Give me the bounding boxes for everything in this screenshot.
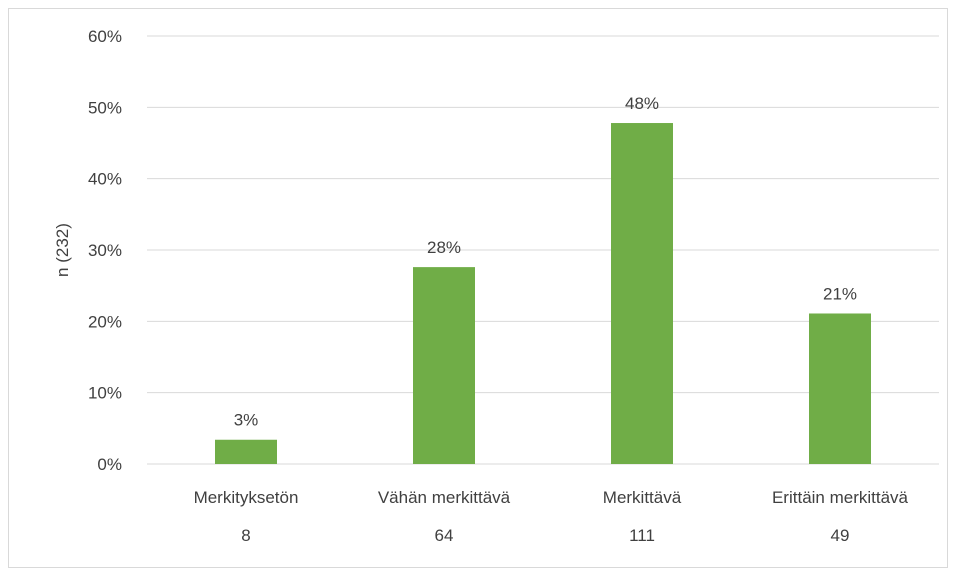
bars — [215, 123, 871, 464]
data-labels: 3% 28% 48% 21% — [234, 94, 857, 430]
category-label: Merkittävä — [603, 488, 682, 507]
category-count: 49 — [831, 526, 850, 545]
data-label: 21% — [823, 284, 857, 303]
category-count: 111 — [629, 526, 655, 545]
y-tick-label: 50% — [88, 98, 122, 117]
data-label: 28% — [427, 238, 461, 257]
category-count: 8 — [241, 526, 250, 545]
y-tick-label: 30% — [88, 241, 122, 260]
category-count: 64 — [435, 526, 454, 545]
y-tick-label: 0% — [97, 455, 122, 474]
y-tick-label: 60% — [88, 27, 122, 46]
gridlines — [147, 35, 939, 465]
chart-frame — [8, 8, 948, 568]
bar — [611, 123, 673, 464]
bar — [215, 439, 277, 464]
category-label: Merkityksetön — [194, 488, 299, 507]
y-axis-label: n (232) — [53, 223, 72, 277]
x-axis-categories: Merkityksetön 8 Vähän merkittävä 64 Merkittä… — [194, 488, 909, 545]
y-axis-ticks: 0% 10% 20% 30% 40% 50% 60% — [88, 27, 122, 474]
y-tick-label: 40% — [88, 170, 122, 189]
y-tick-label: 10% — [88, 384, 122, 403]
category-label: Erittäin merkittävä — [772, 488, 909, 507]
bar — [809, 313, 871, 464]
y-tick-label: 20% — [88, 312, 122, 331]
bar — [413, 267, 475, 464]
data-label: 48% — [625, 94, 659, 113]
data-label: 3% — [234, 411, 259, 430]
category-label: Vähän merkittävä — [378, 488, 511, 507]
